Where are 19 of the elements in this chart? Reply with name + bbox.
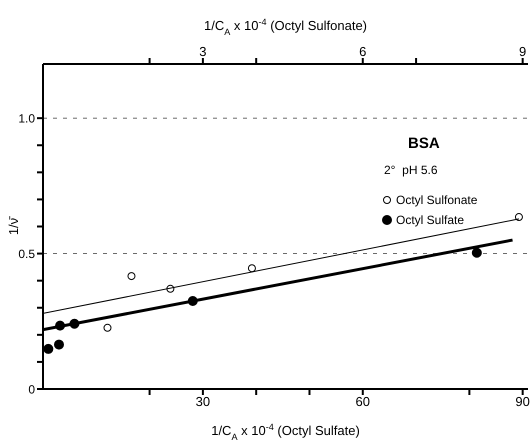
point — [54, 340, 64, 350]
y-tick-label: 0.5 — [18, 246, 36, 261]
annotation: BSA — [407, 134, 441, 154]
x2-axis-title: 1/C$_{A}$ x 10$^{-4}$ (Octyl Sulfonate) — [204, 17, 368, 37]
x2-tick-label: 9 — [519, 44, 526, 59]
y-tick-label: 1.0 — [18, 111, 36, 126]
legend-label: Octyl Sulfate — [396, 212, 464, 229]
x2-tick-label: 3 — [199, 44, 207, 59]
x-tick-label: 60 — [356, 394, 370, 410]
point — [472, 248, 482, 258]
y-axis-title: 1/ν̄ — [6, 216, 21, 236]
x-tick-label: 30 — [196, 394, 210, 410]
legend-label: Octyl Sulfonate — [396, 192, 478, 209]
x-axis-title: 1/C$_{A}$ x 10$^{-4}$ (Octyl Sulfate) — [211, 422, 360, 442]
x2-tick-label: 6 — [359, 44, 366, 59]
x-tick-label: 90 — [515, 394, 530, 410]
y-tick-label: 0 — [28, 382, 36, 396]
annotation: 2° pH 5.6 — [383, 162, 438, 179]
point — [43, 344, 54, 354]
